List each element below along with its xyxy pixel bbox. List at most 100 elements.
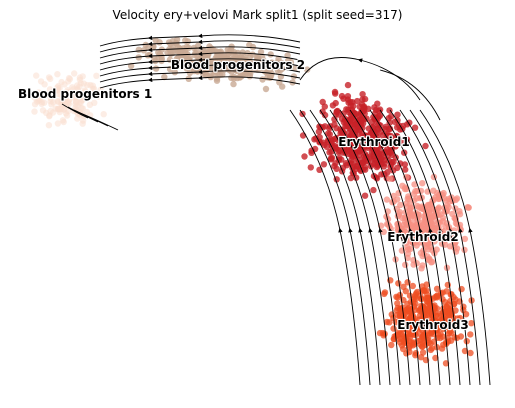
cell-point (370, 186, 377, 194)
cell-point (401, 185, 409, 193)
cell-point (47, 75, 54, 83)
cell-point (468, 320, 475, 327)
cell-point (97, 86, 104, 94)
cell-point (55, 82, 62, 90)
cell-point (45, 122, 53, 129)
cell-point (395, 280, 402, 287)
cell-point (404, 195, 411, 202)
cell-point (332, 99, 339, 107)
cell-point (76, 83, 83, 90)
streamline (99, 57, 301, 71)
cell-point (347, 174, 354, 182)
cell-point (413, 195, 420, 202)
cell-point (402, 166, 409, 173)
cell-point (448, 329, 455, 337)
cell-point (216, 67, 223, 74)
cell-point (211, 70, 218, 78)
cell-point (430, 187, 437, 194)
cell-point (386, 319, 393, 326)
cell-point (331, 162, 338, 170)
cell-point (383, 213, 390, 220)
cell-point (156, 39, 163, 46)
cell-point (425, 319, 433, 326)
cell-point (359, 96, 366, 103)
cell-point (385, 115, 392, 122)
cell-point (384, 132, 392, 139)
cell-point (85, 91, 92, 98)
cell-point (404, 254, 411, 262)
cell-point (347, 133, 354, 140)
cell-point (379, 153, 387, 161)
cell-point (406, 344, 413, 351)
cell-point (422, 142, 429, 150)
cell-point (382, 123, 390, 130)
cell-point (307, 164, 314, 171)
cell-point (328, 136, 335, 143)
cell-point (432, 308, 439, 316)
cell-point (381, 289, 389, 296)
cell-point (228, 74, 235, 82)
cell-point (311, 136, 318, 143)
cell-point (224, 46, 231, 53)
streamline (61, 103, 89, 119)
cell-point (344, 81, 352, 89)
cell-point (411, 234, 418, 241)
cell-point (39, 107, 47, 114)
cell-point (429, 330, 437, 338)
cell-point (443, 313, 450, 320)
cell-point (409, 282, 416, 290)
cell-point (331, 116, 338, 123)
cell-point (326, 131, 333, 138)
cell-point (345, 99, 352, 106)
cell-point (54, 71, 61, 78)
cell-point (394, 294, 402, 301)
cell-point (391, 118, 399, 126)
cell-point (35, 89, 42, 96)
cell-point (352, 110, 360, 118)
cell-point (239, 49, 246, 56)
cell-point (49, 109, 57, 116)
cluster-label-1: Blood progenitors 1 (18, 87, 152, 101)
cell-point (402, 261, 409, 268)
cell-point (376, 112, 384, 120)
cell-point (451, 244, 458, 251)
cell-point (158, 52, 165, 60)
cell-point (383, 196, 391, 203)
cell-point (41, 99, 48, 106)
cell-point (135, 54, 142, 61)
cell-point (371, 104, 378, 111)
cell-point (414, 202, 421, 210)
cell-point (213, 58, 220, 65)
cell-point (388, 341, 395, 349)
cell-point (259, 76, 266, 83)
cell-point (390, 325, 397, 332)
streamline (399, 109, 471, 386)
cell-point (230, 80, 237, 88)
cell-point (254, 54, 262, 61)
cell-point (89, 85, 97, 93)
cell-point (412, 295, 419, 302)
cell-point (338, 156, 345, 163)
cell-point (403, 173, 410, 181)
streamline (359, 109, 431, 386)
streamline (349, 109, 421, 386)
cell-point (467, 349, 474, 357)
cell-point (408, 212, 415, 220)
cell-point (380, 228, 387, 236)
cell-point (320, 161, 328, 168)
streamline (99, 33, 301, 47)
cell-point (65, 107, 72, 115)
cell-point (435, 324, 442, 331)
cell-point (404, 279, 411, 286)
cell-point (442, 223, 449, 230)
cell-point (95, 93, 102, 100)
cell-point (394, 111, 401, 118)
cell-point (321, 103, 328, 110)
streamline (339, 109, 411, 386)
cell-point (246, 41, 253, 49)
cell-point (35, 95, 43, 103)
cell-point (404, 246, 412, 253)
cell-point (360, 104, 367, 111)
cell-point (395, 211, 403, 218)
cell-point (77, 99, 85, 106)
